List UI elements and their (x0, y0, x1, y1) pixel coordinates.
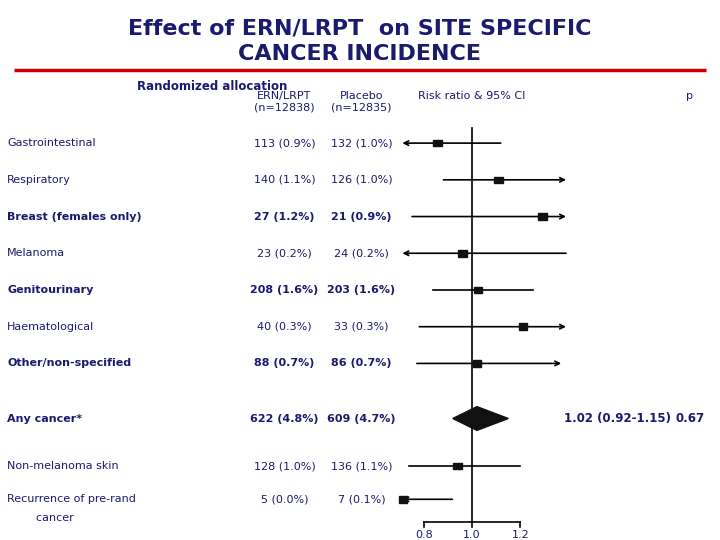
Text: ERN/LRPT: ERN/LRPT (257, 91, 312, 101)
Text: 27 (1.2%): 27 (1.2%) (254, 212, 315, 221)
Text: 5 (0.0%): 5 (0.0%) (261, 494, 308, 504)
Bar (472, 360, 481, 367)
Text: Risk ratio & 95% CI: Risk ratio & 95% CI (418, 91, 526, 101)
Text: Placebo: Placebo (340, 91, 383, 101)
Text: Non-melanoma skin: Non-melanoma skin (7, 461, 119, 471)
Text: 136 (1.1%): 136 (1.1%) (330, 461, 392, 471)
Text: Recurrence of pre-rand: Recurrence of pre-rand (7, 494, 136, 504)
Bar (399, 496, 408, 503)
Text: 140 (1.1%): 140 (1.1%) (253, 175, 315, 185)
Text: Effect of ERN/LRPT  on SITE SPECIFIC: Effect of ERN/LRPT on SITE SPECIFIC (128, 19, 592, 39)
Text: 113 (0.9%): 113 (0.9%) (253, 138, 315, 148)
Text: Gastrointestinal: Gastrointestinal (7, 138, 96, 148)
Text: Melanoma: Melanoma (7, 248, 66, 258)
Bar (495, 177, 503, 183)
Bar (458, 250, 467, 256)
Text: 1.2: 1.2 (512, 530, 529, 539)
Text: 21 (0.9%): 21 (0.9%) (331, 212, 392, 221)
Text: 0.8: 0.8 (415, 530, 433, 539)
Text: CANCER INCIDENCE: CANCER INCIDENCE (238, 44, 482, 64)
Bar (454, 463, 462, 469)
Text: Other/non-specified: Other/non-specified (7, 359, 131, 368)
Text: 1.02 (0.92-1.15): 1.02 (0.92-1.15) (564, 412, 671, 425)
Text: 609 (4.7%): 609 (4.7%) (327, 414, 396, 423)
Bar (433, 140, 442, 146)
Polygon shape (453, 407, 508, 430)
Text: 40 (0.3%): 40 (0.3%) (257, 322, 312, 332)
Text: 208 (1.6%): 208 (1.6%) (251, 285, 318, 295)
Bar (474, 287, 482, 293)
Text: cancer: cancer (22, 514, 73, 523)
Text: Genitourinary: Genitourinary (7, 285, 94, 295)
Text: 1.0: 1.0 (463, 530, 481, 539)
Bar (538, 213, 546, 220)
Text: 23 (0.2%): 23 (0.2%) (257, 248, 312, 258)
Text: 126 (1.0%): 126 (1.0%) (330, 175, 392, 185)
Text: 203 (1.6%): 203 (1.6%) (328, 285, 395, 295)
Text: p: p (686, 91, 693, 101)
Text: 24 (0.2%): 24 (0.2%) (334, 248, 389, 258)
Text: 132 (1.0%): 132 (1.0%) (330, 138, 392, 148)
Text: 7 (0.1%): 7 (0.1%) (338, 494, 385, 504)
Text: Breast (females only): Breast (females only) (7, 212, 142, 221)
Text: Respiratory: Respiratory (7, 175, 71, 185)
Text: 622 (4.8%): 622 (4.8%) (250, 414, 319, 423)
Text: Haematological: Haematological (7, 322, 94, 332)
Text: (n=12835): (n=12835) (331, 103, 392, 113)
Bar (518, 323, 527, 330)
Text: 88 (0.7%): 88 (0.7%) (254, 359, 315, 368)
Text: Randomized allocation: Randomized allocation (138, 80, 287, 93)
Text: 128 (1.0%): 128 (1.0%) (253, 461, 315, 471)
Text: 33 (0.3%): 33 (0.3%) (334, 322, 389, 332)
Text: 86 (0.7%): 86 (0.7%) (331, 359, 392, 368)
Text: (n=12838): (n=12838) (254, 103, 315, 113)
Text: 0.67: 0.67 (675, 412, 704, 425)
Text: Any cancer*: Any cancer* (7, 414, 82, 423)
